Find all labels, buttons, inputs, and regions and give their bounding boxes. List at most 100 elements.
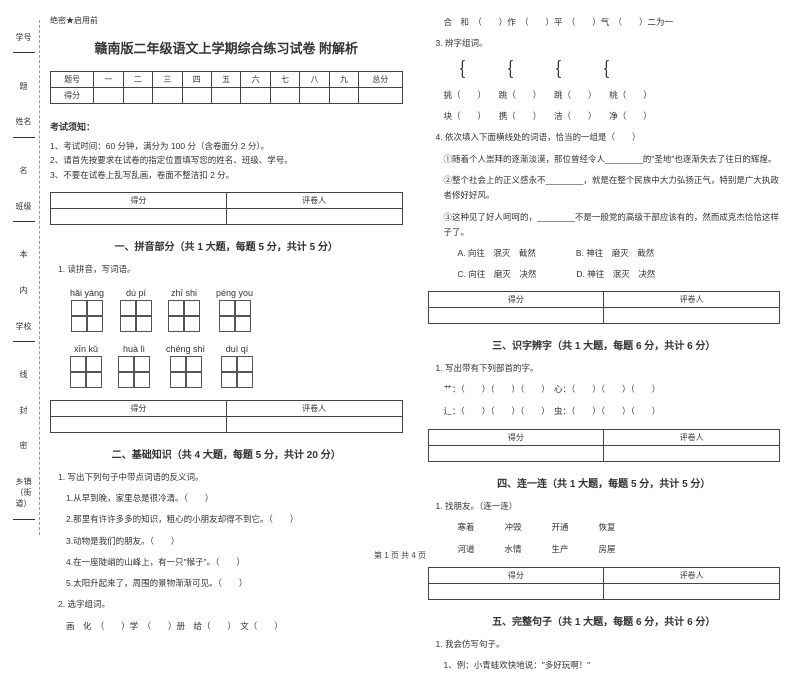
side-mark: 内 bbox=[20, 285, 28, 296]
th: 总分 bbox=[359, 72, 402, 88]
th: 七 bbox=[270, 72, 299, 88]
r-s5-line: 1、例：小青蛙欢快地说："多好玩啊！" bbox=[444, 658, 781, 673]
pinyin-item: duì qí bbox=[221, 344, 253, 388]
side-label: 姓名 bbox=[13, 116, 35, 140]
q2-item: 5.太阳升起来了，周围的景物渐渐可见。（ ） bbox=[66, 576, 403, 591]
word: 寒着 bbox=[458, 520, 475, 535]
note-item: 3、不要在试卷上乱写乱画，卷面不整洁扣 2 分。 bbox=[50, 168, 403, 182]
side-label: 乡镇（街道） bbox=[8, 476, 39, 523]
section-4-title: 四、连一连（共 1 大题，每题 5 分，共计 5 分） bbox=[428, 475, 781, 490]
side-label: 班级 bbox=[13, 201, 35, 225]
r-s5-q: 1. 我会仿写句子。 bbox=[436, 637, 781, 652]
exam-title: 赣南版二年级语文上学期综合练习试卷 附解析 bbox=[50, 38, 403, 57]
r-q4-title: 4. 依次填入下面横线处的词语，恰当的一组是（ ） bbox=[436, 130, 781, 145]
option-c: C. 向往 磨灭 决然 bbox=[458, 267, 537, 281]
word: 冲毁 bbox=[505, 520, 522, 535]
pinyin-text: hǎi yáng bbox=[70, 288, 104, 298]
option-row: A. 向往 泯灭 截然 B. 神往 磨灭 截然 bbox=[458, 246, 781, 260]
r-s4-q: 1. 找朋友。（连一连） bbox=[436, 499, 781, 514]
section-5-title: 五、完整句子（共 1 大题，每题 6 分，共计 6 分） bbox=[428, 613, 781, 628]
word: 恢复 bbox=[599, 520, 616, 535]
brace-icon: ｛ bbox=[448, 62, 466, 78]
q2b-line: 画 化 （ ）学 （ ）册 给（ ） 文（ ） bbox=[66, 619, 403, 634]
q2b-title: 2. 选字组词。 bbox=[58, 597, 403, 612]
brace-row2: 块（ ） 携（ ） 洁（ ） 净（ ） bbox=[444, 109, 781, 124]
exam-notes: 1、考试时间：60 分钟，满分为 100 分（含卷面分 2 分）。 2、请首先按… bbox=[50, 139, 403, 182]
th: 题号 bbox=[51, 72, 94, 88]
q2-item: 3.动物是我们的朋友。（ ） bbox=[66, 534, 403, 549]
mini-c1: 得分 bbox=[51, 400, 227, 416]
pinyin-text: dú pí bbox=[126, 288, 146, 298]
mini-c1: 得分 bbox=[428, 292, 604, 308]
r-s3-line: 艹：（ ）（ ）（ ） 心：（ ）（ ）（ ） bbox=[444, 382, 781, 397]
side-mark: 封 bbox=[20, 405, 28, 416]
char-grid bbox=[219, 300, 251, 332]
char-grid bbox=[71, 300, 103, 332]
char-grid bbox=[120, 300, 152, 332]
th: 九 bbox=[329, 72, 358, 88]
binding-sidebar: 学号 题 姓名 名 班级 本 内 学校 线 封 密 乡镇（街道） bbox=[8, 20, 40, 535]
char-grid bbox=[118, 356, 150, 388]
th: 三 bbox=[153, 72, 182, 88]
pinyin-row-2: xīn kǔ huà lì chéng shì duì qí bbox=[70, 344, 403, 388]
pinyin-text: huà lì bbox=[123, 344, 145, 354]
mini-c1: 得分 bbox=[428, 567, 604, 583]
pinyin-item: hǎi yáng bbox=[70, 288, 104, 332]
th: 五 bbox=[211, 72, 240, 88]
brace-group: ｛ ｛ ｛ ｛ bbox=[448, 62, 781, 78]
score-mini-table: 得分评卷人 bbox=[428, 291, 781, 324]
score-mini-table: 得分评卷人 bbox=[50, 192, 403, 225]
pinyin-item: péng you bbox=[216, 288, 253, 332]
pinyin-item: xīn kǔ bbox=[70, 344, 102, 388]
th: 一 bbox=[94, 72, 123, 88]
th: 二 bbox=[123, 72, 152, 88]
brace-icon: ｛ bbox=[544, 62, 562, 78]
side-label: 学校 bbox=[13, 321, 35, 345]
r-q4-line: ③这种见了好人呵呵的，________不是一般党的高级干部应该有的，然而成克杰恰… bbox=[444, 210, 781, 241]
left-column: 绝密★启用前 赣南版二年级语文上学期综合练习试卷 附解析 题号 一 二 三 四 … bbox=[50, 15, 403, 530]
side-mark: 本 bbox=[20, 249, 28, 260]
char-grid bbox=[221, 356, 253, 388]
mini-c2: 评卷人 bbox=[226, 400, 402, 416]
q2-item: 2.那里有许许多多的知识，粗心的小朋友却得不到它。（ ） bbox=[66, 512, 403, 527]
char-grid bbox=[170, 356, 202, 388]
score-mini-table: 得分评卷人 bbox=[428, 429, 781, 462]
option-a: A. 向往 泯灭 截然 bbox=[458, 246, 536, 260]
pinyin-item: dú pí bbox=[120, 288, 152, 332]
mini-c1: 得分 bbox=[51, 193, 227, 209]
page-footer: 第 1 页 共 4 页 bbox=[0, 550, 800, 561]
word-row-1: 寒着 冲毁 开通 恢复 bbox=[458, 520, 781, 535]
note-item: 1、考试时间：60 分钟，满分为 100 分（含卷面分 2 分）。 bbox=[50, 139, 403, 153]
r-s3-q: 1. 写出带有下列部首的字。 bbox=[436, 361, 781, 376]
option-b: B. 神往 磨灭 截然 bbox=[576, 246, 654, 260]
side-mark: 密 bbox=[20, 440, 28, 451]
option-d: D. 神往 泯灭 决然 bbox=[576, 267, 655, 281]
section-3-title: 三、识字辨字（共 1 大题，每题 6 分，共计 6 分） bbox=[428, 337, 781, 352]
brace-icon: ｛ bbox=[592, 62, 610, 78]
pinyin-row-1: hǎi yáng dú pí zhī shi péng you bbox=[70, 288, 403, 332]
section-1-title: 一、拼音部分（共 1 大题，每题 5 分，共计 5 分） bbox=[50, 238, 403, 253]
notes-title: 考试须知： bbox=[50, 120, 403, 133]
q-pinyin-title: 1. 读拼音，写词语。 bbox=[58, 262, 403, 277]
secret-label: 绝密★启用前 bbox=[50, 15, 403, 26]
pinyin-item: zhī shi bbox=[168, 288, 200, 332]
th: 六 bbox=[241, 72, 270, 88]
th: 四 bbox=[182, 72, 211, 88]
mini-c2: 评卷人 bbox=[604, 292, 780, 308]
word: 开通 bbox=[552, 520, 569, 535]
pinyin-text: duì qí bbox=[226, 344, 249, 354]
char-grid bbox=[70, 356, 102, 388]
side-mark: 线 bbox=[20, 369, 28, 380]
row-label: 得分 bbox=[51, 88, 94, 104]
mini-c2: 评卷人 bbox=[226, 193, 402, 209]
score-table: 题号 一 二 三 四 五 六 七 八 九 总分 得分 bbox=[50, 71, 403, 104]
pinyin-item: huà lì bbox=[118, 344, 150, 388]
score-mini-table: 得分评卷人 bbox=[428, 567, 781, 600]
th: 八 bbox=[300, 72, 329, 88]
r-s3-line: 辶：（ ）（ ）（ ） 虫：（ ）（ ）（ ） bbox=[444, 404, 781, 419]
char-grid bbox=[168, 300, 200, 332]
pinyin-text: zhī shi bbox=[171, 288, 197, 298]
brace-row1: 挑（ ） 跳（ ） 跳（ ） 桃（ ） bbox=[444, 88, 781, 103]
mini-c2: 评卷人 bbox=[604, 567, 780, 583]
q2-item: 1.从早到晚，家里总是很冷清。（ ） bbox=[66, 491, 403, 506]
